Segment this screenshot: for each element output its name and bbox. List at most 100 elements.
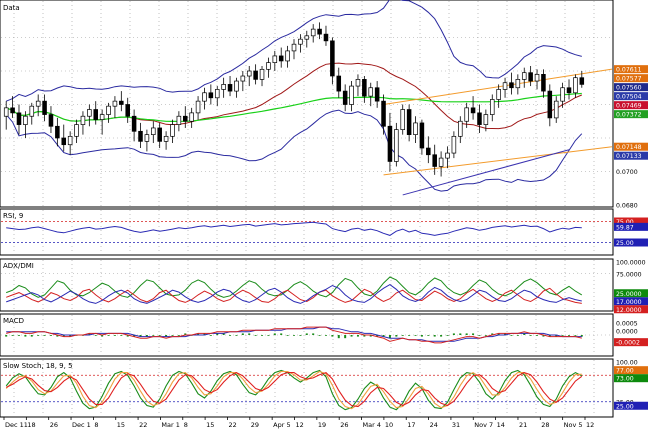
stoch-panel-label: Slow Stoch, 18, 9, 5 [3, 362, 73, 370]
date-tick-label: Dec 1 [72, 421, 91, 429]
macd-histogram-bar [433, 335, 436, 337]
date-tick-label: 21 [519, 421, 527, 429]
candle-body [234, 80, 239, 92]
macd-histogram-bar [555, 335, 558, 337]
stoch-value-label: 73.00 [616, 376, 634, 383]
macd-lines [5, 326, 583, 344]
candle-body [151, 127, 156, 135]
adx-series-line [6, 287, 582, 304]
macd-histogram-bar [5, 335, 8, 337]
macd-histogram-bar [472, 333, 475, 335]
macd-histogram-bar [107, 335, 110, 336]
candle-body [202, 92, 207, 102]
date-tick-label: 31 [452, 421, 460, 429]
candle-body [438, 157, 444, 167]
stoch-panel-border [0, 358, 614, 418]
candle-body [477, 112, 482, 125]
macd-histogram-bar [568, 335, 571, 336]
candle-body [355, 79, 361, 87]
main-panel: Data 0.07500.07000.06800.076110.075770.0… [0, 0, 648, 210]
price-tag-label: 0.07504 [616, 94, 642, 101]
channel-upper-line [383, 68, 613, 105]
macd-histogram-bar [516, 335, 519, 336]
macd-histogram-bar [158, 335, 161, 336]
stoch-value-label-bg [614, 401, 648, 410]
macd-histogram-bar [504, 333, 507, 335]
main-price-axis: 0.07500.07000.06800.076110.075770.075600… [614, 65, 648, 210]
candle-body [426, 147, 431, 156]
date-tick-label: 8 [184, 421, 188, 429]
macd-histogram-bar [478, 335, 481, 336]
macd-histogram-bar [184, 333, 187, 335]
price-tag-label-bg [614, 83, 648, 92]
candle-body [464, 107, 469, 122]
candle-body [272, 55, 278, 63]
macd-histogram-bar [574, 335, 577, 336]
candle-body [304, 35, 310, 40]
date-tick-label: 19 [318, 421, 326, 429]
date-tick-label: 22 [139, 421, 147, 429]
rsi-grid [1, 210, 612, 254]
candle-body [362, 79, 367, 97]
candle-body [336, 75, 342, 92]
macd-histogram-bar [318, 335, 321, 336]
bollinger-lower-line [5, 109, 583, 192]
candle-body [400, 109, 405, 130]
date-tick-label: 26 [50, 421, 58, 429]
candle-body [413, 122, 418, 136]
candle-body [298, 38, 303, 45]
candle-body [10, 107, 15, 114]
adx-series-line [6, 276, 583, 298]
date-tick-label: 12 [586, 421, 594, 429]
candle-body [330, 40, 335, 77]
candle-body [566, 87, 572, 94]
macd-histogram-bar [139, 335, 142, 337]
macd-histogram-bar [145, 335, 148, 337]
macd-histogram-bar [216, 333, 219, 335]
macd-histogram-bar [229, 335, 232, 336]
candle-body [285, 50, 290, 62]
candle-body [208, 92, 214, 99]
candle-body [489, 99, 495, 115]
adx-lines [6, 276, 583, 304]
date-tick-label: 28 [541, 421, 549, 429]
candle-body [509, 82, 514, 89]
candle-body [368, 87, 374, 97]
stoch-series-line [5, 370, 582, 410]
candle-body [16, 112, 22, 125]
macd-histogram-bar [261, 335, 264, 336]
macd-histogram-bar [177, 335, 180, 336]
candle-body [323, 33, 329, 42]
rsi-line [6, 221, 582, 236]
adx-value-label-bg [614, 297, 648, 306]
candle-body [387, 125, 393, 162]
macd-histogram-bar [267, 335, 270, 336]
macd-histogram-bar [344, 335, 347, 339]
macd-histogram-bar [171, 335, 174, 336]
candle-body [214, 89, 220, 99]
price-tag-label: 0.07560 [616, 85, 642, 92]
candle-body [35, 100, 41, 107]
candle-body [221, 84, 226, 90]
rsi-value-label: 59.87 [616, 224, 634, 231]
date-tick-label: 12 [296, 421, 304, 429]
macd-histogram-bar [222, 333, 225, 335]
candle-body [470, 107, 476, 114]
macd-histogram-bar [293, 335, 295, 336]
date-tick-label: 24 [430, 421, 438, 429]
macd-tick-label: 0.0005 [616, 321, 638, 328]
date-tick-label: 15 [206, 421, 214, 429]
macd-histogram-bar [459, 333, 462, 335]
candle-body [74, 124, 79, 137]
macd-histogram-bar [203, 333, 206, 335]
candle-body [278, 55, 284, 62]
macd-histogram-bar [388, 335, 391, 339]
macd-histogram-bar [113, 335, 116, 336]
macd-histogram-bar [350, 335, 353, 337]
candle-body [515, 79, 521, 89]
macd-histogram-bar [408, 335, 411, 336]
macd-histogram-bar [548, 335, 551, 337]
rsi-value-label-bg [614, 222, 648, 231]
